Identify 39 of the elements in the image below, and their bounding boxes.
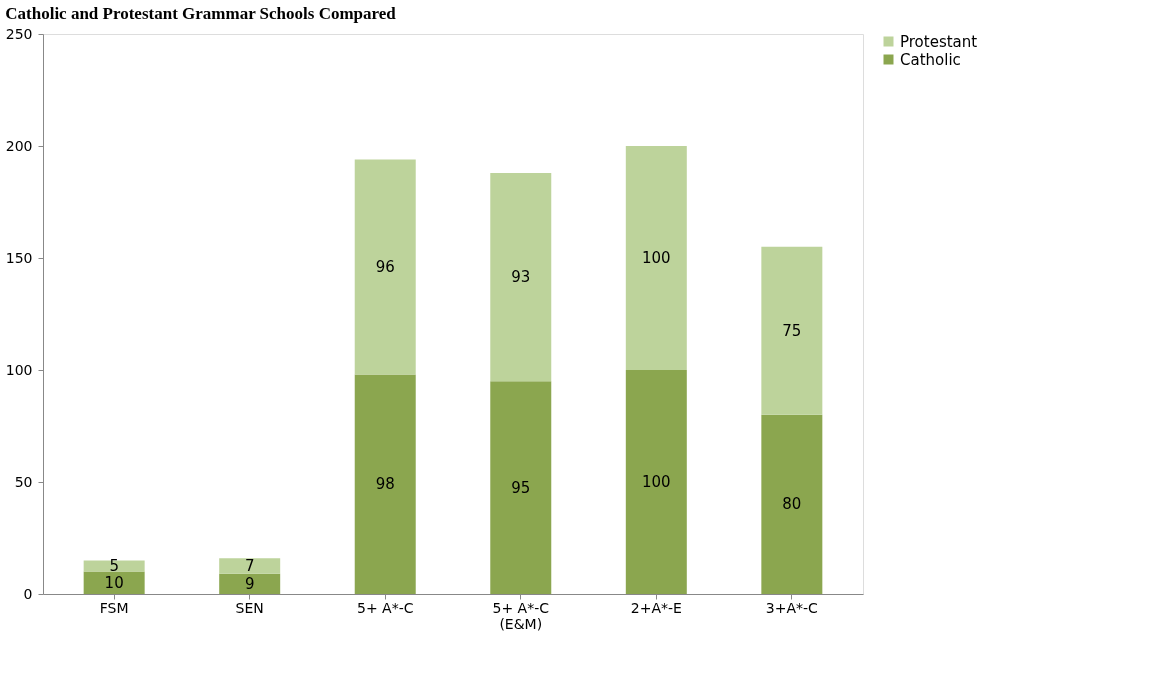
data-label: 7 [244, 557, 255, 575]
data-label: 5 [109, 557, 119, 575]
bar [761, 246, 823, 415]
data-label: 75 [782, 321, 802, 340]
y-tick-label: 100 [5, 361, 33, 378]
bar [354, 374, 416, 594]
x-tick-label: 3+A*-C [765, 599, 819, 616]
x-tick-label: SEN [235, 599, 264, 616]
bar [625, 370, 687, 594]
data-label: 95 [511, 478, 531, 497]
legend-label: Protestant [900, 32, 978, 51]
data-label: 98 [375, 475, 395, 494]
y-tick-label: 150 [5, 249, 33, 266]
x-tick-label: FSM [99, 599, 129, 616]
y-tick-label: 250 [5, 25, 33, 42]
x-tick-label: 5+ A*-C (E&M) [492, 599, 550, 632]
data-label: 100 [641, 473, 671, 491]
bar [83, 560, 145, 572]
y-tick-label: 0 [23, 585, 33, 602]
bar [761, 414, 823, 594]
y-tick-label: 50 [14, 473, 33, 490]
legend-label: Catholic [900, 50, 961, 69]
bar [219, 573, 281, 594]
bar [83, 571, 145, 594]
data-label: 96 [375, 257, 395, 276]
chart-title: Catholic and Protestant Grammar Schools Compared [5, 4, 397, 23]
data-label: 100 [641, 249, 671, 267]
bar [490, 172, 552, 382]
data-label: 93 [511, 268, 531, 287]
x-tick-label: 2+A*-E [630, 599, 682, 616]
x-tick-label: 5+ A*-C [356, 599, 414, 616]
bar [490, 381, 552, 594]
bar [354, 159, 416, 375]
data-label: 10 [104, 573, 124, 592]
data-label: 80 [782, 495, 802, 514]
bar [625, 146, 687, 370]
data-label: 9 [244, 574, 255, 593]
y-tick-label: 200 [5, 137, 33, 154]
bar [219, 558, 281, 574]
